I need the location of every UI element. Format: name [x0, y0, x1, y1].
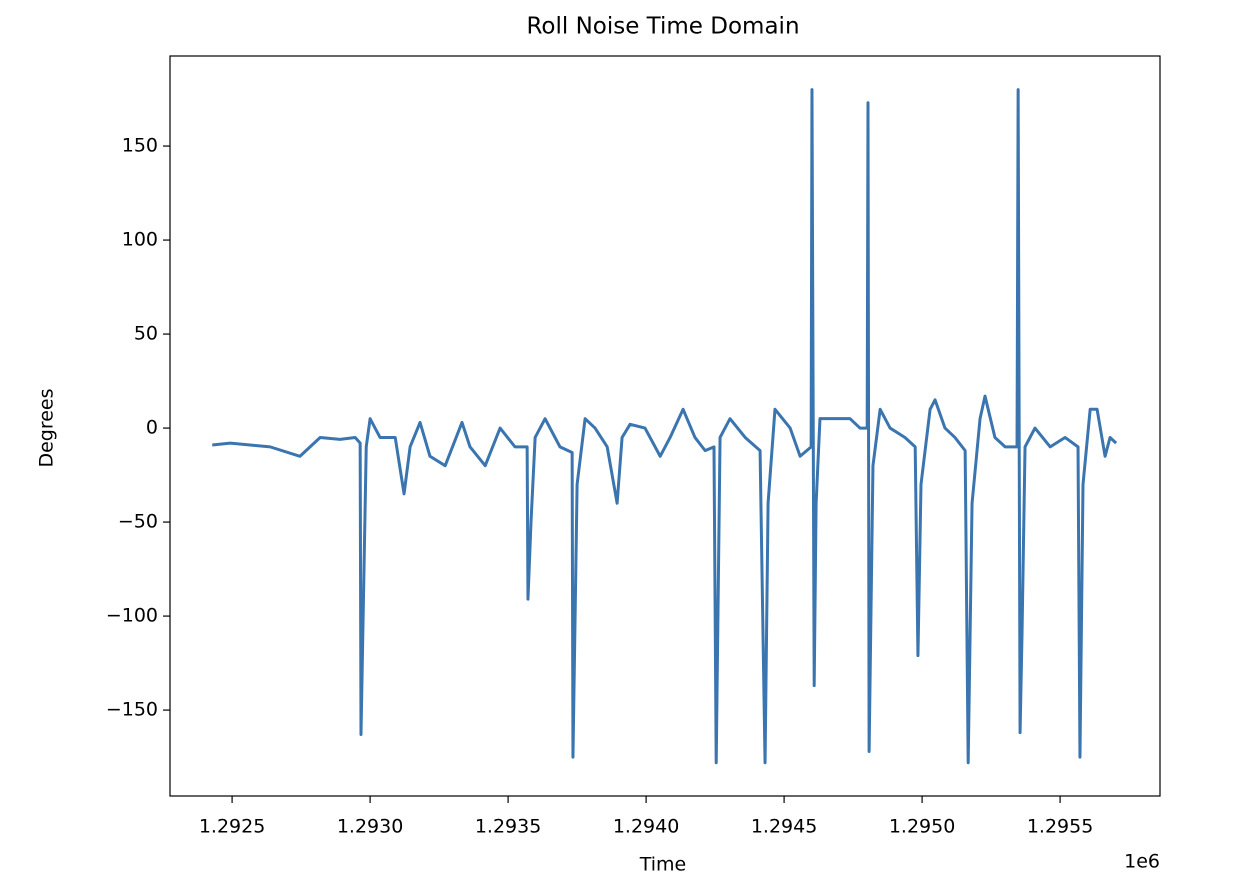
- y-tick-label: 150: [122, 135, 158, 157]
- y-tick-label: 50: [134, 323, 158, 345]
- plot-frame: [169, 55, 1161, 797]
- x-tick-label: 1.2950: [889, 816, 955, 838]
- x-tick-label: 1.2930: [337, 816, 403, 838]
- x-tick-label: 1.2945: [751, 816, 817, 838]
- x-axis-label: Time: [639, 854, 687, 876]
- x-tick-label: 1.2955: [1027, 816, 1093, 838]
- data-line: [212, 88, 1118, 765]
- y-tick-label: 100: [122, 229, 158, 251]
- y-tick-label: 0: [146, 417, 158, 439]
- x-tick-label: 1.2925: [199, 816, 265, 838]
- x-tick-label: 1.2935: [475, 816, 541, 838]
- x-tick-label: 1.2940: [613, 816, 679, 838]
- y-tick-label: −100: [106, 605, 158, 627]
- chart-title: Roll Noise Time Domain: [526, 14, 799, 40]
- y-axis-label: Degrees: [36, 388, 58, 467]
- x-offset-label: 1e6: [1124, 851, 1160, 873]
- y-tick-label: −50: [118, 511, 158, 533]
- y-tick-label: −150: [106, 699, 158, 721]
